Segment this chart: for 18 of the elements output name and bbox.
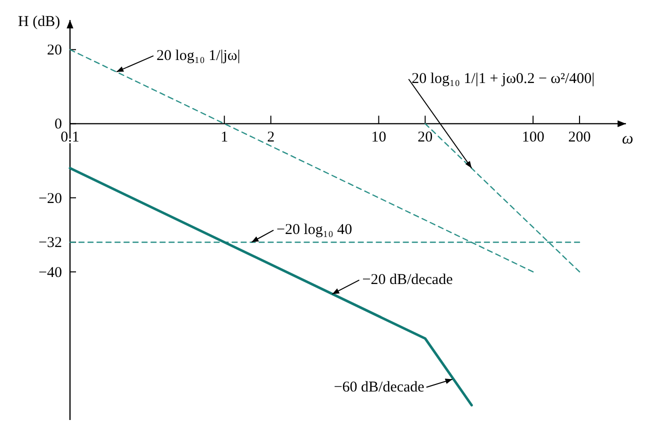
annotation: −60 dB/decade — [334, 379, 425, 396]
x-tick-label: 10 — [371, 130, 386, 146]
x-tick-label: 200 — [568, 130, 591, 146]
annotation: 20 log₁₀ 1/|jω| — [156, 48, 240, 64]
x-tick-label: 2 — [267, 130, 275, 146]
annotation: 20 log₁₀ 1/|1 + jω0.2 − ω²/400| — [412, 71, 595, 88]
y-tick-label: 0 — [54, 116, 62, 133]
x-tick-label: 20 — [418, 130, 433, 146]
annotation: −20 dB/decade — [362, 272, 454, 288]
y-axis-title: H (dB) — [18, 14, 60, 30]
y-tick-label: −20 — [38, 190, 62, 207]
annotation: −20 log₁₀ 40 — [276, 222, 352, 238]
y-tick-label: −32 — [38, 235, 62, 252]
x-axis-title: ω — [622, 130, 634, 148]
y-tick-label: 20 — [47, 42, 62, 59]
y-tick-label: −40 — [38, 264, 62, 281]
x-tick-label: 1 — [220, 130, 228, 146]
x-tick-label: 100 — [522, 130, 544, 146]
